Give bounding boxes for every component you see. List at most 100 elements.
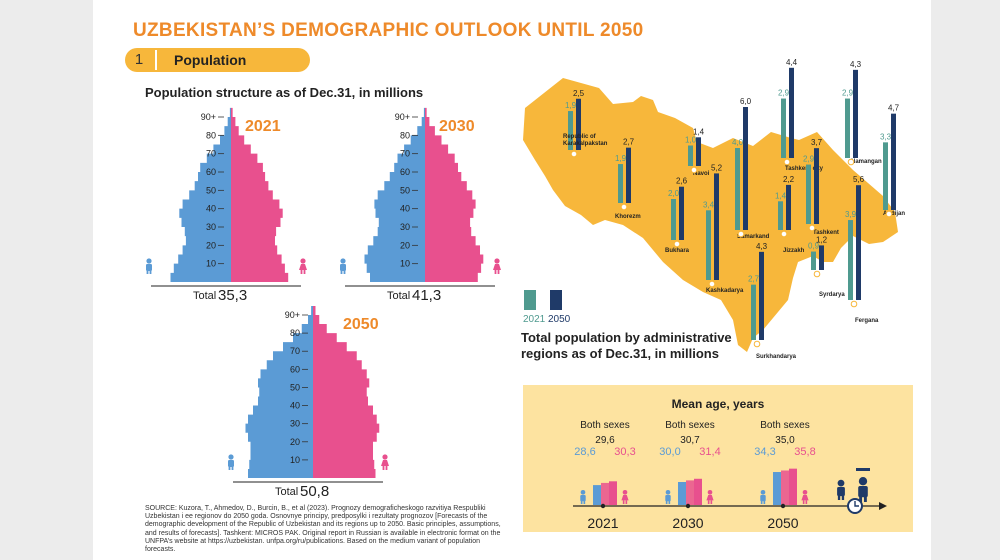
pyramid-2030-age-tick: 10 xyxy=(400,259,410,269)
male-icon xyxy=(580,489,586,504)
pyramid-2021-age-tick: 50 xyxy=(206,185,216,195)
mean-age-year: 2021 xyxy=(587,515,618,531)
female-icon xyxy=(493,258,501,274)
region-value-2050: 6,0 xyxy=(740,97,752,106)
page-title: UZBEKISTAN’S DEMOGRAPHIC OUTLOOK UNTIL 2… xyxy=(133,20,644,41)
mean-age-bar xyxy=(789,468,797,505)
mean-age-bar xyxy=(781,470,789,505)
region-value-2021: 2,9 xyxy=(803,155,815,164)
male-icon-leg-l xyxy=(760,500,763,504)
region-name: Karakalpakstan xyxy=(563,141,608,147)
mean-age-value-female: 31,4 xyxy=(699,446,720,458)
region-marker xyxy=(808,224,816,232)
male-icon xyxy=(146,258,152,274)
mean-age-bar-male xyxy=(678,482,686,505)
region-bar-2050 xyxy=(696,137,701,166)
pyramid-2050-age-tick: 70 xyxy=(290,346,300,356)
region-marker xyxy=(753,340,761,348)
mean-age-bar xyxy=(609,481,617,505)
region-value-2021: 1,9 xyxy=(565,101,577,110)
mean-age-year: 2030 xyxy=(672,515,703,531)
male-icon-head xyxy=(760,489,766,495)
region-name: Tashkent city xyxy=(785,166,824,172)
region-value-2050: 2,6 xyxy=(676,177,688,186)
male-icon-head xyxy=(340,258,346,264)
pyramid-2050-age-tick: 60 xyxy=(290,364,300,374)
axis-dot xyxy=(600,503,606,509)
region-value-2021: 3,4 xyxy=(703,200,715,209)
child-icon-body xyxy=(837,487,845,497)
infographic-page: UZBEKISTAN’S DEMOGRAPHIC OUTLOOK UNTIL 2… xyxy=(93,0,931,560)
female-icon-leg-r xyxy=(385,466,388,470)
region-bar-2050 xyxy=(814,148,819,224)
region-value-2050: 3,7 xyxy=(811,138,823,147)
mean-age-year: 2050 xyxy=(767,515,798,531)
pyramid-2021-male xyxy=(170,107,231,282)
region-bar-2050 xyxy=(759,251,764,340)
child-icon-leg-r xyxy=(841,494,845,500)
female-icon-head xyxy=(622,489,628,495)
pyramid-2021-age-tick: 80 xyxy=(206,130,216,140)
hat-icon xyxy=(856,468,870,471)
region-bar-2021 xyxy=(811,251,816,270)
region-bar-2050 xyxy=(576,98,581,150)
child-icon-leg-l xyxy=(837,494,841,500)
female-icon xyxy=(706,489,714,504)
child-icon-head xyxy=(837,479,845,487)
female-icon-body xyxy=(706,495,714,501)
pyramid-2050-total-label: Total xyxy=(275,486,298,498)
male-icon xyxy=(228,454,234,470)
region-bar-2050 xyxy=(856,185,861,300)
region-value-2050: 4,3 xyxy=(756,242,768,251)
region-value-2021: 1,4 xyxy=(775,191,787,200)
legend-label-2050: 2050 xyxy=(548,314,571,325)
region-bar-2050 xyxy=(853,69,858,158)
section-label: Population xyxy=(174,52,247,68)
region-bar-2050 xyxy=(679,186,684,240)
region-value-2050: 1,4 xyxy=(693,127,705,136)
region-bar-2050 xyxy=(714,173,719,280)
pyramid-2050-total-value: 50,8 xyxy=(300,483,329,500)
female-icon-leg-r xyxy=(805,500,808,504)
pyramid-2030-female xyxy=(425,107,484,282)
region-value-2021: 2,7 xyxy=(748,275,760,284)
region-value-2050: 5,2 xyxy=(711,163,723,172)
pyramid-2030-age-tick: 20 xyxy=(400,240,410,250)
region-name: Navoi xyxy=(693,171,710,177)
female-icon-body xyxy=(801,495,809,501)
pyramid-2021-age-tick: 90+ xyxy=(201,112,216,122)
map-subtitle-line1: Total population by administrative xyxy=(521,330,732,345)
pyramid-subtitle: Population structure as of Dec.31, in mi… xyxy=(145,85,424,100)
region-value-2050: 4,3 xyxy=(850,60,862,69)
female-icon xyxy=(381,454,389,470)
region-value-2050: 5,6 xyxy=(853,175,865,184)
section-number: 1 xyxy=(134,51,144,68)
female-icon-body xyxy=(621,495,629,501)
pyramid-2021-age-tick: 70 xyxy=(206,149,216,159)
region-bar-2021 xyxy=(735,148,740,230)
pyramid-2050-year: 2050 xyxy=(343,316,379,333)
region-name: Fergana xyxy=(855,318,879,324)
pyramid-2050-age-tick: 40 xyxy=(290,401,300,411)
region-marker xyxy=(813,270,821,278)
region-value-2021: 0,9 xyxy=(808,242,820,251)
mean-age-bar-male xyxy=(593,485,601,505)
male-icon-head xyxy=(580,489,586,495)
region-value-2050: 2,2 xyxy=(783,175,795,184)
region-name: Samarkand xyxy=(737,234,770,240)
region-value-2050: 4,7 xyxy=(888,104,900,113)
pyramid-2021-female xyxy=(231,107,289,282)
female-icon-leg-r xyxy=(625,500,628,504)
male-icon-body xyxy=(665,495,671,502)
region-name: Republic of xyxy=(563,134,597,140)
region-name: Jizzakh xyxy=(783,248,805,254)
female-icon-leg-l xyxy=(802,500,805,504)
region-value-2021: 1,0 xyxy=(685,136,697,145)
region-marker xyxy=(847,158,855,166)
pyramid-2021-age-tick: 10 xyxy=(206,259,216,269)
mean-age-value-both: 35,0 xyxy=(775,435,795,446)
region-marker xyxy=(737,230,745,238)
source-note: SOURCE: Kuzora, T., Ahmedov, D., Burcin,… xyxy=(145,505,501,554)
male-icon-body xyxy=(340,264,346,271)
female-icon xyxy=(801,489,809,504)
